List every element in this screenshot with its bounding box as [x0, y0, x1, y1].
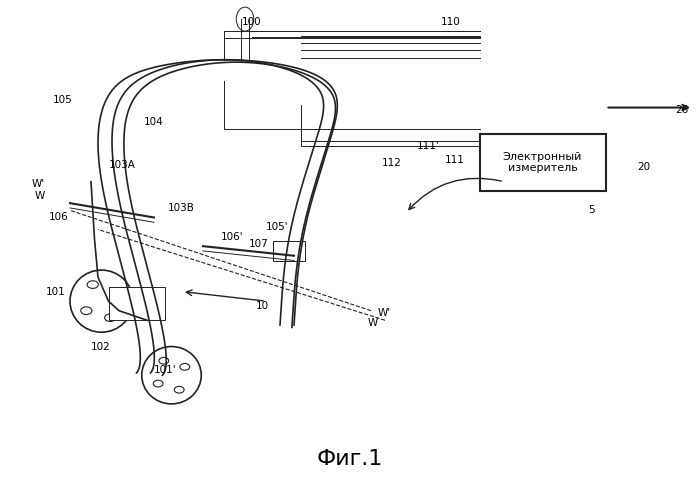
Text: 103A: 103A [108, 160, 135, 170]
Text: 26: 26 [676, 105, 689, 115]
Text: 5: 5 [588, 206, 594, 215]
FancyBboxPatch shape [108, 287, 164, 320]
Text: 111: 111 [444, 155, 464, 165]
Text: 101: 101 [46, 287, 65, 296]
Text: 20: 20 [637, 163, 650, 172]
Text: 10: 10 [256, 301, 269, 311]
Text: 110: 110 [441, 17, 461, 26]
Text: W': W' [32, 179, 45, 189]
Text: 102: 102 [91, 342, 111, 351]
Text: 101': 101' [154, 366, 176, 375]
Text: W': W' [378, 308, 391, 318]
Text: 112: 112 [382, 158, 401, 167]
FancyBboxPatch shape [480, 134, 606, 191]
Text: 107: 107 [248, 239, 268, 249]
Text: 105: 105 [52, 96, 72, 105]
Text: W: W [368, 318, 378, 327]
Text: 103B: 103B [168, 203, 195, 213]
Text: Электронный
измеритель: Электронный измеритель [503, 152, 582, 174]
Text: 111': 111' [416, 141, 440, 151]
Text: 105': 105' [266, 222, 288, 232]
Text: 100: 100 [241, 17, 261, 26]
FancyBboxPatch shape [273, 241, 304, 261]
Text: 104: 104 [144, 117, 163, 127]
Text: 106': 106' [220, 232, 243, 241]
Text: 106: 106 [49, 213, 69, 222]
Text: Фиг.1: Фиг.1 [317, 449, 383, 469]
Text: W: W [35, 191, 46, 201]
